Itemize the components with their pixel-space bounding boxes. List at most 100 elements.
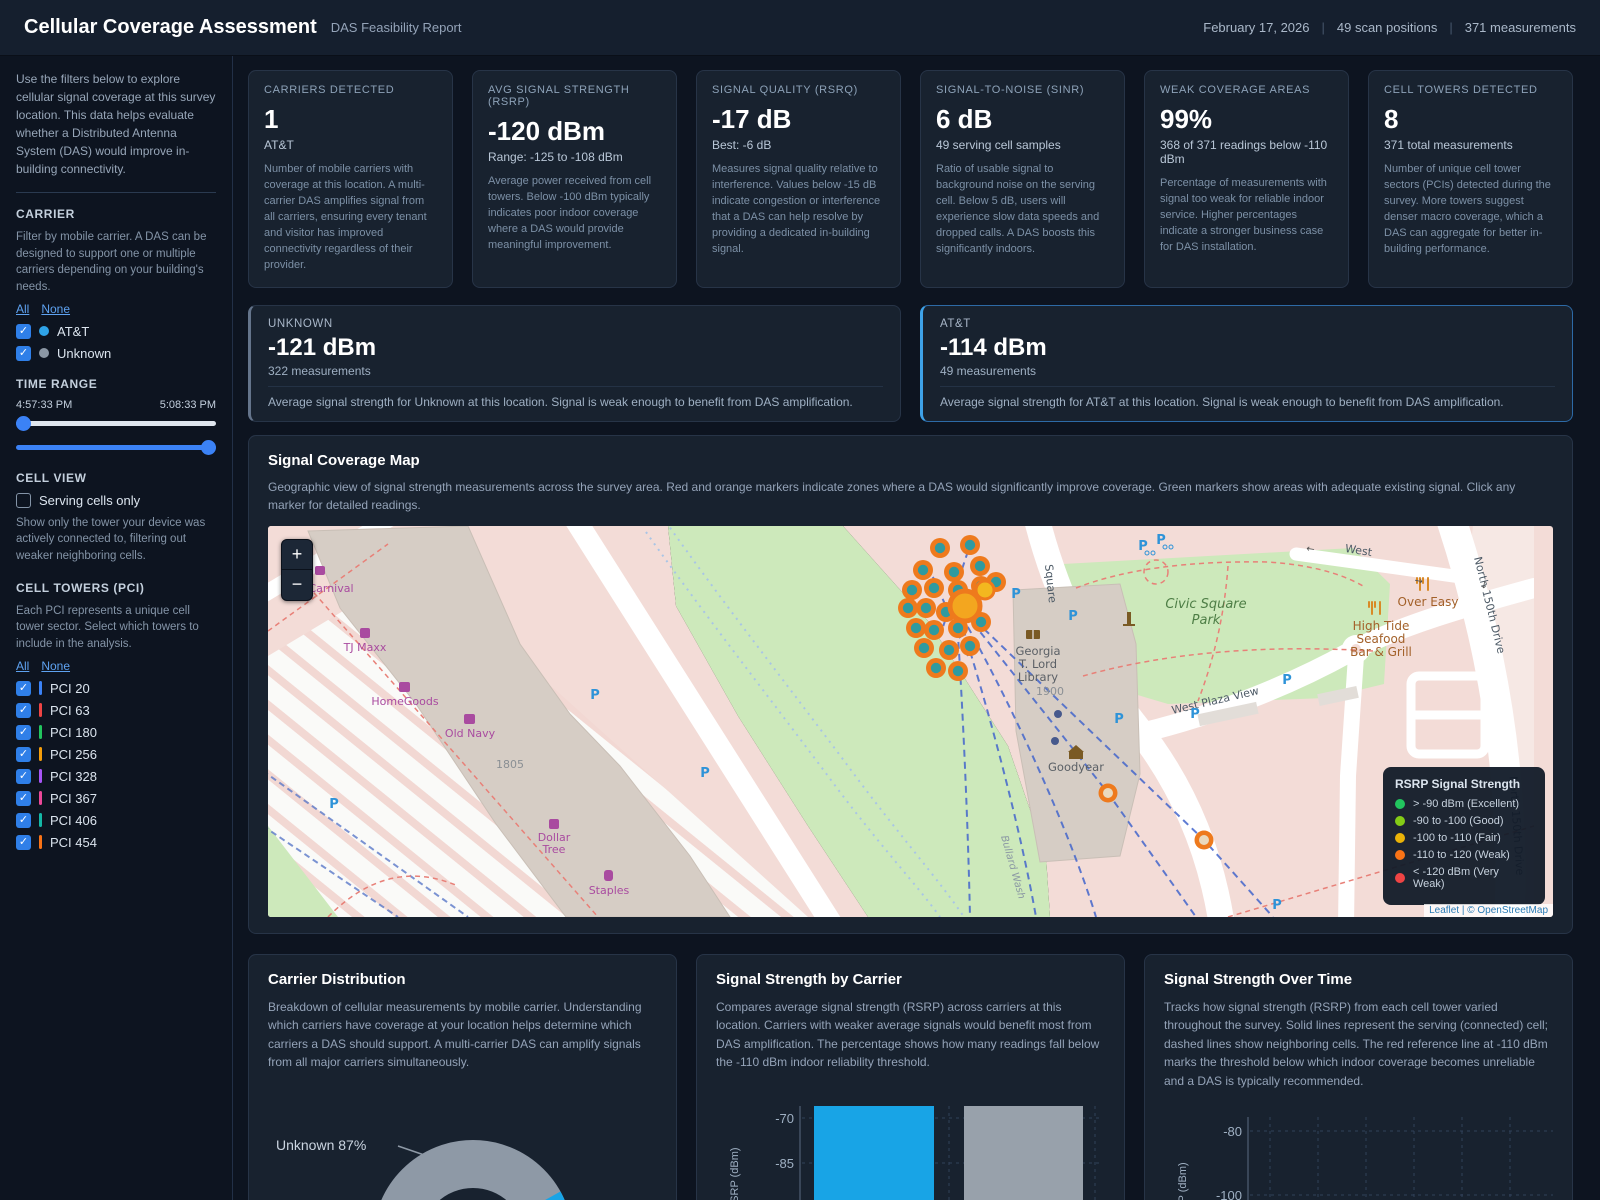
- goodyear-icon: [1068, 744, 1084, 759]
- checkbox-unchecked-icon[interactable]: [16, 492, 31, 508]
- store-label-staples: Staples: [589, 884, 630, 897]
- stat-sub: AT&T: [264, 138, 294, 152]
- map-tiles: Carnival TJ Maxx HomeGoods Old Navy Doll…: [268, 525, 1534, 917]
- building-small-1: [1197, 701, 1259, 726]
- carrier-select-none-link[interactable]: None: [41, 301, 71, 316]
- pci-color-bar: [39, 681, 42, 696]
- stat-card-carriers: CARRIERS DETECTED 1 AT&T Number of mobil…: [248, 70, 453, 288]
- checkbox-checked-icon[interactable]: [16, 834, 31, 850]
- building-small-2: [1317, 685, 1359, 706]
- bar-att[interactable]: [814, 1105, 934, 1200]
- checkbox-checked-icon[interactable]: [16, 746, 31, 762]
- pci-filter-367[interactable]: PCI 367: [16, 790, 216, 806]
- neighbor-cell-dot[interactable]: [1051, 736, 1059, 745]
- park-label: Civic Square: [1165, 597, 1246, 612]
- legend-dot-lightgreen: [1395, 815, 1405, 826]
- bar-unknown[interactable]: [964, 1105, 1083, 1200]
- checkbox-checked-icon[interactable]: [16, 790, 31, 806]
- carrier-distribution-card: Carrier Distribution Breakdown of cellul…: [248, 953, 677, 1200]
- slider-track[interactable]: [16, 444, 216, 450]
- stat-desc: Number of unique cell tower sectors (PCI…: [1384, 163, 1551, 255]
- parking-marker: P: [700, 766, 710, 781]
- pci-label: PCI 328: [50, 768, 97, 784]
- checkbox-checked-icon[interactable]: [16, 680, 31, 696]
- checkbox-checked-icon[interactable]: [16, 768, 31, 784]
- map-zoom-control[interactable]: + −: [281, 538, 313, 601]
- donut-segment-unknown[interactable]: [381, 1139, 565, 1200]
- pci-filter-328[interactable]: PCI 328: [16, 768, 216, 784]
- address-label: 1805: [496, 758, 524, 771]
- checkbox-checked-icon[interactable]: [16, 345, 31, 361]
- pci-color-bar: [39, 791, 42, 806]
- pci-select-none-link[interactable]: None: [41, 658, 71, 673]
- legend-label: -90 to -100 (Good): [1413, 814, 1504, 827]
- stat-card-towers: CELL TOWERS DETECTED 8 371 total measure…: [1368, 70, 1573, 288]
- checkbox-checked-icon[interactable]: [16, 724, 31, 740]
- pci-label: PCI 406: [50, 812, 97, 828]
- pci-color-bar: [39, 747, 42, 762]
- carrier-label: Unknown: [57, 345, 112, 361]
- bike-icon: [1144, 544, 1174, 556]
- y-axis-label: RSRP (dBm): [1177, 1162, 1189, 1200]
- stats-row: CARRIERS DETECTED 1 AT&T Number of mobil…: [248, 70, 1573, 288]
- legend-label: > -90 dBm (Excellent): [1413, 797, 1520, 810]
- slider-track[interactable]: [16, 420, 216, 426]
- zoom-out-button[interactable]: −: [282, 570, 312, 600]
- bike-parking-marker: P: [1138, 539, 1148, 554]
- time-range-slider-start[interactable]: [16, 415, 216, 431]
- monument-icon: [1123, 611, 1135, 626]
- header-meta: February 17, 2026 | 49 scan positions | …: [1203, 20, 1576, 35]
- legend-label: -100 to -110 (Fair): [1413, 831, 1501, 844]
- pci-filter-20[interactable]: PCI 20: [16, 680, 216, 696]
- stat-value: 6 dB: [936, 104, 993, 134]
- legend-dot-green: [1395, 798, 1405, 809]
- zoom-in-button[interactable]: +: [282, 540, 312, 570]
- charts-row: Carrier Distribution Breakdown of cellul…: [248, 953, 1573, 1200]
- time-range-slider-end[interactable]: [16, 439, 216, 455]
- carrier-select-all-link[interactable]: All: [16, 301, 30, 316]
- poi-label-high-tide: High Tide: [1353, 619, 1410, 633]
- serving-cells-only-checkbox[interactable]: Serving cells only: [16, 492, 216, 508]
- measurement-marker-cluster[interactable]: [898, 534, 1006, 681]
- pci-section-heading: CELL TOWERS (PCI): [16, 580, 145, 595]
- checkbox-checked-icon[interactable]: [16, 812, 31, 828]
- store-label-dollar-tree: Tree: [542, 843, 566, 856]
- checkbox-checked-icon[interactable]: [16, 702, 31, 718]
- legend-dot-orange: [1395, 849, 1405, 860]
- map-canvas[interactable]: Carnival TJ Maxx HomeGoods Old Navy Doll…: [268, 525, 1553, 917]
- selected-marker[interactable]: [947, 588, 983, 624]
- pci-filter-406[interactable]: PCI 406: [16, 812, 216, 828]
- signal-over-time-card: Signal Strength Over Time Tracks how sig…: [1144, 953, 1573, 1200]
- store-label-tjmaxx: TJ Maxx: [343, 641, 387, 654]
- carrier-filter-att[interactable]: AT&T: [16, 323, 216, 339]
- stat-desc: Ratio of usable signal to background noi…: [936, 163, 1100, 255]
- pci-filter-454[interactable]: PCI 454: [16, 834, 216, 850]
- road-arrow: →: [1413, 575, 1423, 588]
- y-tick: -100: [1216, 1188, 1242, 1200]
- slider-thumb[interactable]: [201, 439, 216, 455]
- carrier-card-att: AT&T -114 dBm 49 measurements Average si…: [920, 304, 1573, 422]
- goodyear-label: Goodyear: [1048, 760, 1104, 774]
- carrier-card-sub: 322 measurements: [268, 363, 371, 378]
- carrier-filter-unknown[interactable]: Unknown: [16, 345, 216, 361]
- map-attribution[interactable]: Leaflet | © OpenStreetMap: [1424, 903, 1553, 917]
- measurement-marker-remote[interactable]: [1098, 783, 1214, 850]
- stat-label: CARRIERS DETECTED: [264, 84, 395, 96]
- pci-filter-256[interactable]: PCI 256: [16, 746, 216, 762]
- pci-filter-180[interactable]: PCI 180: [16, 724, 216, 740]
- slider-thumb[interactable]: [16, 415, 31, 431]
- selected-marker-secondary[interactable]: [974, 579, 996, 601]
- checkbox-checked-icon[interactable]: [16, 323, 31, 339]
- poi-label-high-tide: Bar & Grill: [1350, 645, 1412, 659]
- pci-color-bar: [39, 813, 42, 828]
- neighbor-cell-dot[interactable]: [1054, 709, 1062, 718]
- canal-lines: [268, 772, 469, 917]
- carrier-card-unknown: UNKNOWN -121 dBm 322 measurements Averag…: [248, 304, 901, 422]
- carrier-color-dot: [39, 348, 49, 359]
- pci-select-all-link[interactable]: All: [16, 658, 30, 673]
- carrier-card-note: Average signal strength for Unknown at t…: [268, 385, 883, 409]
- pci-filter-63[interactable]: PCI 63: [16, 702, 216, 718]
- signal-by-carrier-card: Signal Strength by Carrier Compares aver…: [696, 953, 1125, 1200]
- map-legend: RSRP Signal Strength > -90 dBm (Excellen…: [1383, 766, 1545, 905]
- pci-section-desc: Each PCI represents a unique cell tower …: [16, 604, 199, 651]
